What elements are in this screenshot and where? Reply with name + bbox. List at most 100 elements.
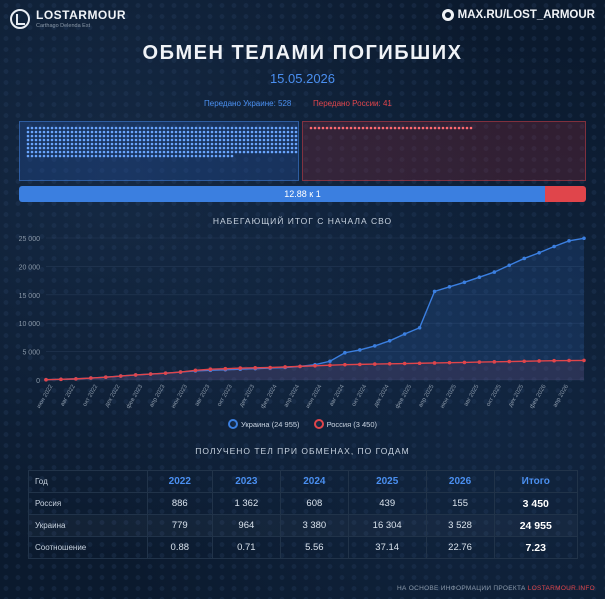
- body-dot: [266, 134, 270, 138]
- body-dot: [114, 134, 118, 138]
- body-dot: [206, 130, 210, 134]
- body-dot: [34, 142, 38, 146]
- body-dot: [290, 142, 294, 146]
- body-dot: [154, 142, 158, 146]
- body-dot: [294, 150, 298, 154]
- channel-handle[interactable]: MAX.RU/LOST_ARMOUR: [441, 9, 595, 21]
- body-dot: [278, 130, 282, 134]
- legend-russia[interactable]: Россия (3 450): [313, 419, 378, 429]
- body-dot: [62, 130, 66, 134]
- body-dot: [58, 134, 62, 138]
- body-dot: [134, 134, 138, 138]
- body-dot: [146, 126, 150, 130]
- body-dot: [166, 142, 170, 146]
- body-dot: [170, 146, 174, 150]
- body-dot: [94, 146, 98, 150]
- body-dot: [202, 146, 206, 150]
- body-dot: [270, 142, 274, 146]
- body-dot: [182, 138, 186, 142]
- body-dot: [202, 138, 206, 142]
- body-dot: [54, 150, 58, 154]
- table-total-cell: 3 450: [493, 492, 579, 515]
- body-dot: [26, 138, 30, 142]
- source-note: НА ОСНОВЕ ИНФОРМАЦИИ ПРОЕКТА LOSTARMOUR.…: [397, 585, 595, 592]
- body-dot: [122, 126, 126, 130]
- body-dot: [425, 126, 429, 130]
- body-dot: [194, 146, 198, 150]
- body-dot: [274, 142, 278, 146]
- table-cell: 886: [146, 492, 213, 515]
- yearly-header-row: Год 2022 2023 2024 2025 2026 Итого: [28, 470, 579, 493]
- body-dot: [170, 142, 174, 146]
- body-dot: [182, 146, 186, 150]
- table-total-cell: 24 955: [493, 514, 579, 537]
- body-dot: [250, 150, 254, 154]
- body-dot: [349, 126, 353, 130]
- body-dot: [182, 154, 186, 158]
- body-dot: [234, 134, 238, 138]
- body-dot: [26, 126, 30, 130]
- body-dot: [94, 150, 98, 154]
- body-dot: [34, 150, 38, 154]
- body-dot: [46, 154, 50, 158]
- body-dot: [190, 154, 194, 158]
- body-dot: [66, 134, 70, 138]
- body-dot: [266, 130, 270, 134]
- body-dot: [214, 150, 218, 154]
- body-dot: [198, 150, 202, 154]
- body-dot: [198, 142, 202, 146]
- body-dot: [242, 134, 246, 138]
- body-dot: [254, 142, 258, 146]
- body-dot: [429, 126, 433, 130]
- legend-ukraine[interactable]: Украина (24 955): [227, 419, 300, 429]
- body-dot: [178, 138, 182, 142]
- body-dot: [50, 154, 54, 158]
- body-dot: [46, 146, 50, 150]
- body-dot: [102, 138, 106, 142]
- y-tick-label: 10 000: [19, 321, 41, 328]
- body-dot: [86, 130, 90, 134]
- body-dot: [114, 154, 118, 158]
- body-dot: [194, 138, 198, 142]
- data-point: [507, 359, 512, 364]
- body-dot: [222, 130, 226, 134]
- body-dot: [258, 146, 262, 150]
- body-dot: [54, 142, 58, 146]
- body-dot: [70, 154, 74, 158]
- body-dot: [118, 154, 122, 158]
- body-dot: [294, 146, 298, 150]
- legend-russia-label: Россия (3 450): [326, 419, 378, 429]
- body-dot: [222, 134, 226, 138]
- body-dot: [290, 150, 294, 154]
- body-dot: [262, 130, 266, 134]
- table-cell: 779: [146, 514, 213, 537]
- body-dot: [90, 150, 94, 154]
- body-dot: [130, 146, 134, 150]
- body-dot: [222, 150, 226, 154]
- body-dot: [222, 138, 226, 142]
- source-link[interactable]: LOSTARMOUR.INFO: [527, 585, 595, 592]
- data-point: [343, 362, 347, 367]
- body-dot: [286, 138, 290, 142]
- body-dot: [421, 126, 425, 130]
- body-dot: [90, 130, 94, 134]
- body-dot: [178, 126, 182, 130]
- body-dot: [106, 154, 110, 158]
- body-dot: [202, 154, 206, 158]
- body-dot: [50, 138, 54, 142]
- body-dot: [385, 126, 389, 130]
- body-dot: [266, 138, 270, 142]
- body-dot: [174, 154, 178, 158]
- data-point: [447, 285, 452, 289]
- body-dot: [202, 126, 206, 130]
- body-dot: [214, 138, 218, 142]
- body-dot: [397, 126, 401, 130]
- y-tick-label: 15 000: [19, 293, 41, 300]
- body-dot: [78, 134, 82, 138]
- body-dot: [142, 138, 146, 142]
- body-dot: [178, 146, 182, 150]
- data-point: [372, 362, 377, 366]
- body-dot: [70, 138, 74, 142]
- body-dot: [246, 150, 250, 154]
- body-dot: [174, 130, 178, 134]
